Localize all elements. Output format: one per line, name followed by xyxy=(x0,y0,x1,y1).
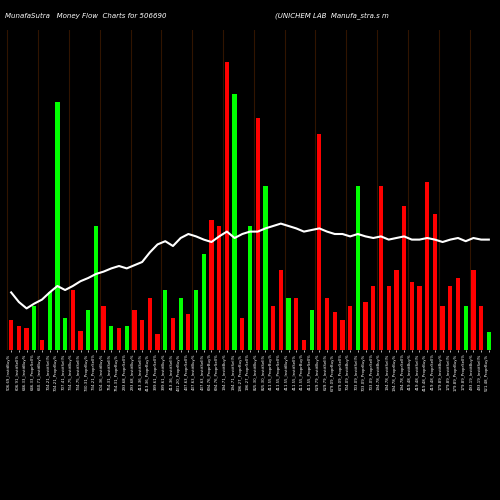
Bar xyxy=(86,310,90,350)
Bar xyxy=(448,286,452,350)
Bar xyxy=(486,332,491,350)
Bar xyxy=(479,306,484,350)
Bar xyxy=(210,220,214,350)
Bar xyxy=(340,320,344,350)
Bar xyxy=(440,306,444,350)
Bar xyxy=(70,290,75,350)
Bar xyxy=(332,312,337,350)
Bar xyxy=(217,226,222,350)
Bar xyxy=(248,226,252,350)
Bar xyxy=(379,186,383,350)
Bar xyxy=(310,310,314,350)
Bar xyxy=(171,318,175,350)
Bar xyxy=(232,94,236,350)
Bar xyxy=(24,328,28,350)
Bar xyxy=(124,326,129,350)
Bar xyxy=(410,282,414,350)
Bar xyxy=(286,298,290,350)
Bar xyxy=(364,302,368,350)
Bar xyxy=(456,278,460,350)
Bar xyxy=(32,306,36,350)
Bar xyxy=(386,286,391,350)
Bar xyxy=(94,226,98,350)
Text: MunafaSutra   Money Flow  Charts for 506690: MunafaSutra Money Flow Charts for 506690 xyxy=(5,12,166,18)
Bar xyxy=(163,290,168,350)
Bar xyxy=(356,186,360,350)
Bar xyxy=(140,320,144,350)
Bar xyxy=(186,314,190,350)
Bar xyxy=(271,306,275,350)
Bar xyxy=(225,62,229,350)
Bar xyxy=(56,102,60,350)
Bar xyxy=(102,306,105,350)
Bar xyxy=(78,331,82,350)
Bar xyxy=(418,286,422,350)
Bar xyxy=(117,328,121,350)
Bar xyxy=(16,326,21,350)
Bar xyxy=(9,320,14,350)
Bar xyxy=(264,186,268,350)
Bar xyxy=(348,306,352,350)
Bar xyxy=(178,298,183,350)
Bar xyxy=(302,340,306,350)
Bar xyxy=(464,306,468,350)
Bar xyxy=(371,286,376,350)
Bar xyxy=(40,340,44,350)
Bar xyxy=(48,292,52,350)
Bar xyxy=(256,118,260,350)
Bar xyxy=(202,254,206,350)
Bar xyxy=(402,206,406,350)
Bar xyxy=(325,298,329,350)
Bar xyxy=(63,318,67,350)
Bar xyxy=(156,334,160,350)
Text: (UNICHEM LAB  Manufa_stra.s m: (UNICHEM LAB Manufa_stra.s m xyxy=(275,12,389,20)
Bar xyxy=(109,326,114,350)
Bar xyxy=(394,270,398,350)
Bar xyxy=(278,270,283,350)
Bar xyxy=(294,298,298,350)
Bar xyxy=(317,134,322,350)
Bar xyxy=(132,310,136,350)
Bar xyxy=(433,214,437,350)
Bar xyxy=(425,182,430,350)
Bar xyxy=(472,270,476,350)
Bar xyxy=(240,318,244,350)
Bar xyxy=(148,298,152,350)
Bar xyxy=(194,290,198,350)
